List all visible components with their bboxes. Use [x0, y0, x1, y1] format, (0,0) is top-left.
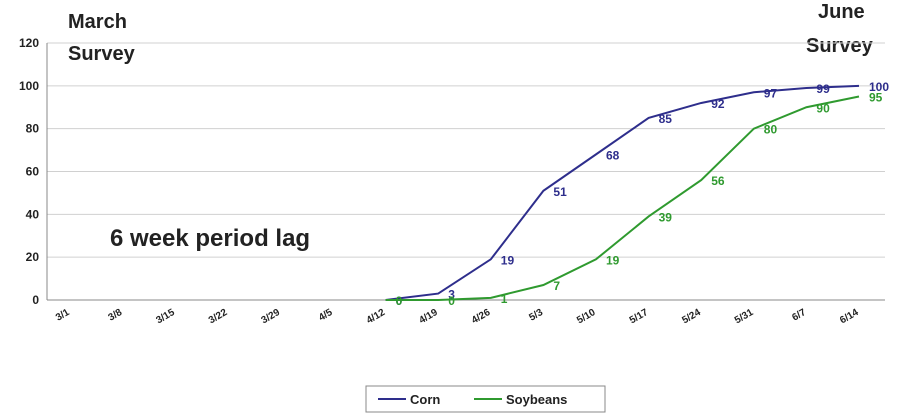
data-label: 100: [869, 80, 889, 94]
x-tick-label: 5/31: [733, 307, 756, 326]
x-tick-label: 6/14: [838, 307, 861, 326]
x-tick-label: 3/8: [107, 307, 125, 324]
data-label: 7: [553, 279, 560, 293]
data-label: 95: [869, 91, 883, 105]
data-label: 97: [764, 86, 778, 100]
data-label: 51: [553, 185, 567, 199]
y-tick-label: 120: [19, 36, 39, 50]
x-tick-label: 5/24: [680, 307, 703, 326]
data-label: 3: [448, 288, 455, 302]
annotation: June: [818, 1, 865, 23]
data-label: 99: [816, 82, 830, 96]
y-tick-label: 60: [26, 165, 40, 179]
data-label: 56: [711, 174, 725, 188]
y-tick-label: 40: [26, 207, 40, 221]
legend-label: Soybeans: [506, 392, 567, 407]
y-tick-label: 20: [26, 250, 40, 264]
x-tick-label: 6/7: [790, 307, 808, 324]
data-label: 19: [606, 253, 620, 267]
x-tick-label: 3/29: [260, 307, 283, 326]
data-label: 92: [711, 97, 725, 111]
x-tick-label: 3/15: [154, 307, 177, 326]
x-tick-label: 4/19: [417, 307, 440, 326]
y-tick-label: 100: [19, 79, 39, 93]
x-tick-label: 5/17: [628, 307, 651, 326]
data-label: 85: [659, 112, 673, 126]
data-label: 1: [501, 292, 508, 306]
legend-label: Corn: [410, 392, 440, 407]
annotation: Survey: [68, 43, 136, 65]
data-label: 90: [816, 101, 830, 115]
x-tick-label: 3/22: [207, 307, 230, 326]
x-tick-label: 4/5: [317, 307, 335, 324]
data-label: 80: [764, 123, 778, 137]
data-label: 68: [606, 148, 620, 162]
data-label: 19: [501, 253, 515, 267]
x-tick-label: 5/10: [575, 307, 598, 326]
data-label: 39: [659, 210, 673, 224]
annotation: March: [68, 11, 127, 33]
series-line: [385, 95, 860, 301]
x-tick-label: 3/1: [54, 307, 72, 324]
annotation: Survey: [806, 35, 874, 57]
annotation: 6 week period lag: [110, 225, 310, 252]
y-tick-label: 0: [32, 293, 39, 307]
x-tick-label: 5/3: [527, 307, 545, 324]
x-tick-label: 4/26: [470, 307, 493, 326]
data-label: 0: [396, 294, 403, 308]
y-tick-label: 80: [26, 122, 40, 136]
series-line: [385, 84, 860, 301]
data-label: 0: [448, 294, 455, 308]
x-tick-label: 4/12: [365, 307, 388, 326]
